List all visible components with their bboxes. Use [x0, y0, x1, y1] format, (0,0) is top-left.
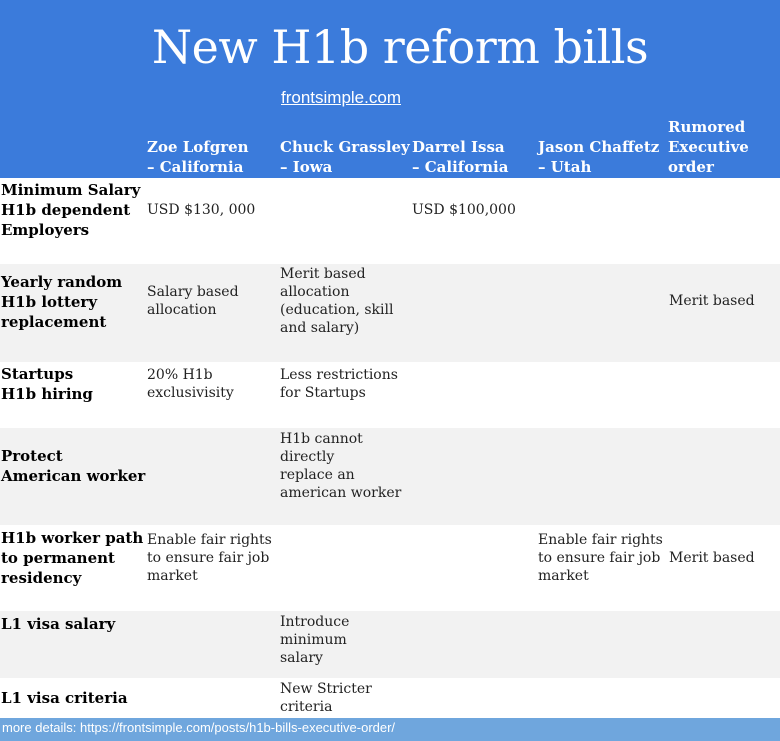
table-row: L1 visa salary Introduce minimum salary [0, 611, 780, 678]
table-cell: H1b cannot directly replace an american … [280, 431, 402, 501]
table-cell: Merit based allocation (education, skill… [280, 266, 394, 336]
table-row: Minimum Salary H1b dependent Employers U… [0, 178, 780, 264]
table-cell: Salary based allocation [147, 284, 239, 318]
header-banner: New H1b reform bills frontsimple.com Zoe… [0, 0, 780, 178]
table-cell: Enable fair rights to ensure fair job ma… [147, 532, 272, 584]
page-title: New H1b reform bills [151, 20, 649, 74]
table-cell: Enable fair rights to ensure fair job ma… [538, 532, 663, 584]
table-row: Protect American worker H1b cannot direc… [0, 428, 780, 525]
table-row: Yearly random H1b lottery replacement Sa… [0, 264, 780, 362]
column-header-jason-chaffetz: Jason Chaffetz – Utah [538, 138, 660, 176]
table-cell: Less restrictions for Startups [280, 367, 398, 401]
column-header-chuck-grassley: Chuck Grassley – Iowa [280, 138, 410, 176]
column-header-executive-order: Rumored Executive order [668, 118, 749, 176]
table-cell: USD $100,000 [412, 202, 516, 218]
footer-link[interactable]: more details: https://frontsimple.com/po… [2, 720, 396, 735]
table-row: Startups H1b hiring 20% H1b exclusivisit… [0, 362, 780, 428]
row-label-l1-criteria: L1 visa criteria [1, 689, 128, 707]
row-label-lottery-replacement: Yearly random H1b lottery replacement [1, 273, 123, 331]
row-label-minimum-salary: Minimum Salary H1b dependent Employers [1, 181, 141, 239]
table-cell: New Stricter criteria [280, 681, 372, 715]
table-cell: Introduce minimum salary [280, 614, 350, 666]
row-label-permanent-residency: H1b worker path to permanent residency [1, 529, 144, 587]
row-label-protect-worker: Protect American worker [1, 447, 146, 485]
row-label-startups: Startups H1b hiring [1, 365, 93, 403]
table-cell: Merit based [669, 293, 755, 309]
table-cell: 20% H1b exclusivisity [147, 367, 234, 401]
table-cell: USD $130, 000 [147, 202, 256, 218]
column-header-darrel-issa: Darrel Issa – California [412, 138, 509, 176]
footer-bar: more details: https://frontsimple.com/po… [0, 718, 780, 741]
site-link[interactable]: frontsimple.com [281, 88, 401, 107]
column-header-zoe-lofgren: Zoe Lofgren – California [147, 138, 249, 176]
table-cell: Merit based [669, 550, 755, 566]
table-row: H1b worker path to permanent residency E… [0, 525, 780, 611]
row-label-l1-salary: L1 visa salary [1, 615, 116, 633]
table-row: L1 visa criteria New Stricter criteria [0, 678, 780, 718]
